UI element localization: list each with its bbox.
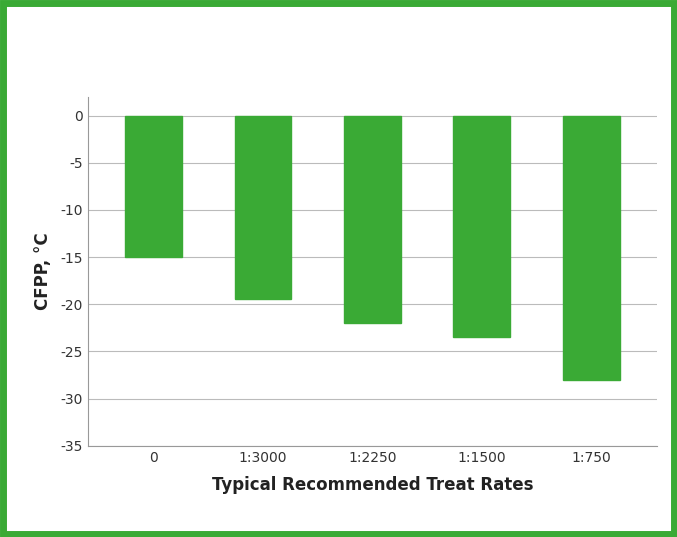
Text: HiTEC® 18940G CFPP Response, Average in 10 Regional Diesel Fuels: HiTEC® 18940G CFPP Response, Average in … — [29, 37, 648, 52]
Bar — [125, 115, 182, 257]
Bar — [234, 115, 291, 300]
X-axis label: Typical Recommended Treat Rates: Typical Recommended Treat Rates — [212, 476, 533, 494]
Bar — [344, 115, 401, 323]
Bar — [563, 115, 619, 380]
Y-axis label: CFPP, °C: CFPP, °C — [35, 233, 52, 310]
Bar — [454, 115, 510, 337]
